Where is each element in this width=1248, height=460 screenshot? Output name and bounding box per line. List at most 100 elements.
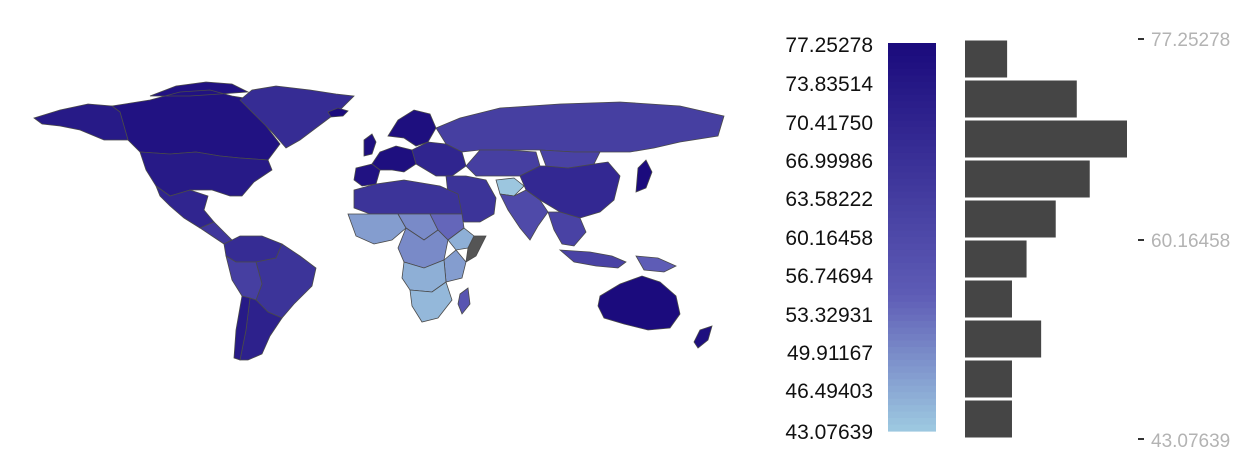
map-region-southeast-asia [547,211,587,247]
colorbar-band [888,133,936,141]
colorbar-band [888,385,936,393]
histogram-bar [965,160,1090,198]
histogram-axis-label: 60.16458 [1151,231,1230,252]
colorbar-tick-label: 49.91167 [787,342,873,365]
colorbar-tick-label: 46.49403 [785,380,873,403]
colorbar-band [888,353,936,361]
colorbar-band [888,230,936,238]
histogram-bar [965,200,1056,238]
map-region-peru-bolivia [225,255,263,301]
histogram-bar [965,320,1042,358]
colorbar-band [888,140,936,148]
colorbar-band [888,43,936,51]
colorbar-band [888,288,936,296]
colorbar-band [888,249,936,257]
map-region-mongolia [539,149,601,169]
colorbar-band [888,159,936,167]
map-region-somalia [465,235,487,263]
map-region-west-africa [347,213,407,245]
colorbar-band [888,398,936,406]
colorbar-band [888,243,936,251]
colorbar-band [888,379,936,387]
colorbar-band [888,340,936,348]
colorbar-band [888,204,936,212]
colorbar-band [888,359,936,367]
colorbar-band [888,269,936,277]
colorbar-band [888,217,936,225]
colorbar-tick-label: 66.99986 [785,150,873,173]
map-region-japan [635,159,653,193]
map-region-chile [233,295,251,361]
colorbar-band [888,185,936,193]
map-region-indonesia [558,249,627,269]
map-region-india [499,189,549,241]
colorbar-band [888,314,936,322]
colorbar-band [888,262,936,270]
colorbar-tick-label: 43.07639 [785,421,873,444]
colorbar-band [888,120,936,128]
colorbar-band [888,237,936,245]
colorbar-band [888,295,936,303]
colorbar-band [888,88,936,96]
colorbar-band [888,114,936,122]
histogram-bar [965,280,1012,318]
colorbar-band [888,146,936,154]
colorbar-band [888,68,936,76]
histogram-bar [965,360,1012,398]
colorbar-band [888,178,936,186]
histogram-axis-label: 43.07639 [1151,431,1230,452]
colorbar-band [888,62,936,70]
histogram-bar [965,40,1008,78]
colorbar [888,43,936,432]
colorbar-band [888,165,936,173]
map-region-alaska [33,103,129,141]
map-region-iceland [327,107,349,118]
colorbar-band [888,127,936,135]
colorbar-band [888,308,936,316]
colorbar-band [888,191,936,199]
colorbar-band [888,411,936,419]
colorbar-band [888,107,936,115]
map-region-scandinavia [387,109,437,147]
colorbar-band [888,418,936,426]
colorbar-tick-labels: 77.25278 73.83514 70.41750 66.99986 63.5… [785,34,873,444]
colorbar-band [888,198,936,206]
histogram-bar [965,80,1077,118]
colorbar-tick-label: 63.58222 [785,188,873,211]
histogram-axis-label: 77.25278 [1151,30,1230,51]
map-region-southern-africa [409,281,453,323]
colorbar-band [888,211,936,219]
map-region-madagascar [457,287,471,315]
histogram-bar [965,400,1012,438]
map-region-new-zealand [693,325,713,349]
histogram-bar [965,120,1127,158]
colorbar-band [888,301,936,309]
histogram-bar [965,240,1027,278]
colorbar-tick-label: 70.41750 [785,112,873,135]
colorbar-tick-label: 77.25278 [785,34,873,57]
colorbar-band [888,346,936,354]
colorbar-band [888,405,936,413]
map-region-united-kingdom [363,133,377,157]
colorbar-band [888,275,936,283]
colorbar-band [888,334,936,342]
colorbar-band [888,55,936,63]
colorbar-band [888,256,936,264]
colorbar-band [888,282,936,290]
colorbar-tick-label: 60.16458 [785,227,873,250]
colorbar-band [888,321,936,329]
colorbar-band [888,94,936,102]
colorbar-band [888,327,936,335]
map-region-australia [597,275,681,331]
colorbar-tick-label: 53.32931 [785,304,873,327]
value-histogram [965,40,1127,438]
map-region-canada [111,81,281,161]
colorbar-band [888,49,936,57]
colorbar-band [888,172,936,180]
world-choropleth-map [33,81,725,361]
colorbar-band [888,152,936,160]
colorbar-band [888,75,936,83]
colorbar-tick-label: 56.74694 [785,265,873,288]
colorbar-band [888,101,936,109]
